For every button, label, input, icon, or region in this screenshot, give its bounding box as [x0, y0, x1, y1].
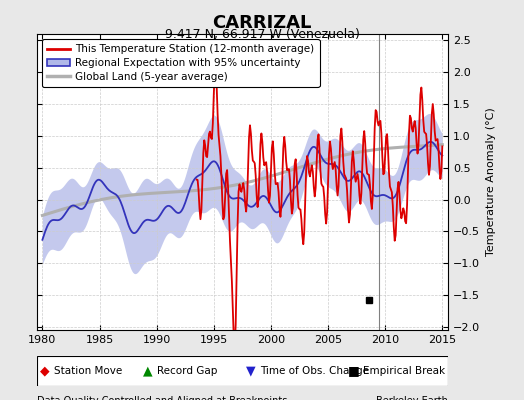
Text: Record Gap: Record Gap — [157, 366, 217, 376]
Text: Empirical Break: Empirical Break — [363, 366, 445, 376]
Text: Time of Obs. Change: Time of Obs. Change — [260, 366, 369, 376]
Text: ▲: ▲ — [143, 364, 152, 378]
Text: 9.417 N, 66.917 W (Venezuela): 9.417 N, 66.917 W (Venezuela) — [165, 28, 359, 41]
Text: ▼: ▼ — [246, 364, 255, 378]
Text: Data Quality Controlled and Aligned at Breakpoints: Data Quality Controlled and Aligned at B… — [37, 396, 287, 400]
Y-axis label: Temperature Anomaly (°C): Temperature Anomaly (°C) — [486, 108, 496, 256]
Text: CARRIZAL: CARRIZAL — [212, 14, 312, 32]
Text: Berkeley Earth: Berkeley Earth — [376, 396, 448, 400]
Text: ◆: ◆ — [40, 364, 50, 378]
Text: ■: ■ — [347, 364, 359, 378]
Legend: This Temperature Station (12-month average), Regional Expectation with 95% uncer: This Temperature Station (12-month avera… — [42, 39, 320, 87]
Text: Station Move: Station Move — [54, 366, 123, 376]
